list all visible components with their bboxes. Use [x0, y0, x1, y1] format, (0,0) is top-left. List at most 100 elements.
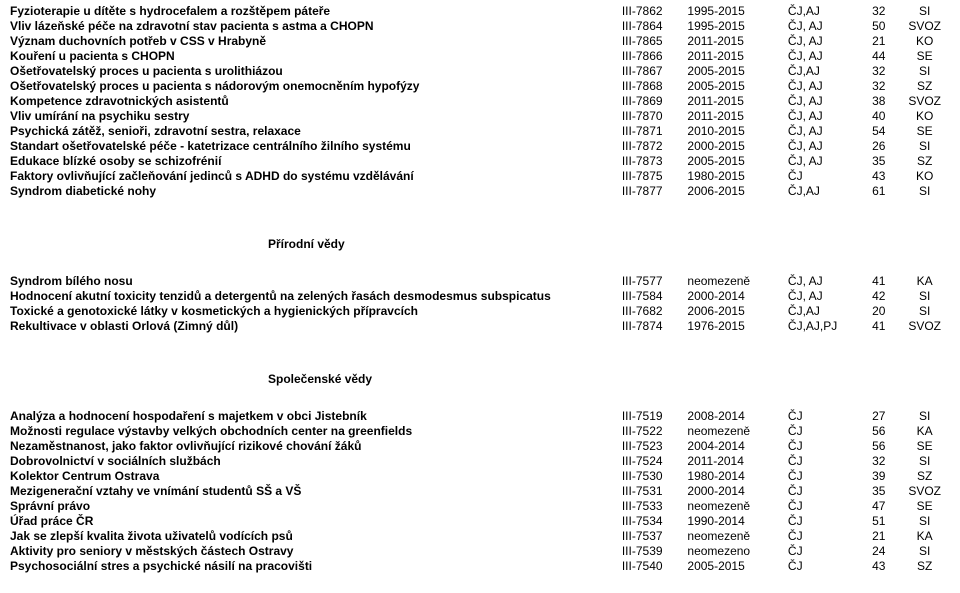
row-years: 2010-2015: [685, 124, 786, 139]
row-years: 2011-2015: [685, 109, 786, 124]
section-title: Přírodní vědy: [8, 233, 952, 256]
row-num: 43: [860, 169, 897, 184]
row-title: Fyzioterapie u dítěte s hydrocefalem a r…: [8, 4, 620, 19]
row-num: 35: [860, 154, 897, 169]
row-years: 2005-2015: [685, 559, 786, 574]
row-tag: SI: [897, 184, 952, 199]
row-tag: SI: [897, 64, 952, 79]
row-who: ČJ: [786, 439, 860, 454]
row-years: 2006-2015: [685, 184, 786, 199]
row-code: III-7875: [620, 169, 686, 184]
section-title: Společenské vědy: [8, 368, 952, 391]
row-tag: SZ: [897, 559, 952, 574]
row-code: III-7862: [620, 4, 686, 19]
row-who: ČJ: [786, 169, 860, 184]
row-num: 56: [860, 439, 897, 454]
row-years: neomezeně: [685, 529, 786, 544]
row-tag: SE: [897, 49, 952, 64]
row-num: 26: [860, 139, 897, 154]
row-who: ČJ, AJ: [786, 139, 860, 154]
row-num: 24: [860, 544, 897, 559]
row-num: 51: [860, 514, 897, 529]
row-tag: KO: [897, 169, 952, 184]
row-code: III-7871: [620, 124, 686, 139]
table-row: Dobrovolnictví v sociálních službáchIII-…: [8, 454, 952, 469]
row-code: III-7530: [620, 469, 686, 484]
row-years: 2000-2015: [685, 139, 786, 154]
table-row: Fyzioterapie u dítěte s hydrocefalem a r…: [8, 4, 952, 19]
row-title: Nezaměstnanost, jako faktor ovlivňující …: [8, 439, 620, 454]
row-tag: SE: [897, 439, 952, 454]
row-num: 35: [860, 484, 897, 499]
row-title: Faktory ovlivňující začleňování jedinců …: [8, 169, 620, 184]
row-title: Kompetence zdravotnických asistentů: [8, 94, 620, 109]
row-code: III-7524: [620, 454, 686, 469]
row-years: 1980-2014: [685, 469, 786, 484]
row-title: Kouření u pacienta s CHOPN: [8, 49, 620, 64]
row-who: ČJ: [786, 424, 860, 439]
row-tag: SZ: [897, 469, 952, 484]
table-row: Analýza a hodnocení hospodaření s majetk…: [8, 409, 952, 424]
row-tag: KO: [897, 109, 952, 124]
section-spacer: [8, 334, 952, 368]
row-code: III-7534: [620, 514, 686, 529]
table-row: Syndrom diabetické nohyIII-78772006-2015…: [8, 184, 952, 199]
row-tag: SI: [897, 409, 952, 424]
row-title: Toxické a genotoxické látky v kosmetický…: [8, 304, 620, 319]
row-years: 2005-2015: [685, 79, 786, 94]
section-spacer: [8, 391, 952, 409]
section-spacer: [8, 256, 952, 274]
row-num: 42: [860, 289, 897, 304]
table-row: Faktory ovlivňující začleňování jedinců …: [8, 169, 952, 184]
table-row: Vliv umírání na psychiku sestryIII-78702…: [8, 109, 952, 124]
table-row: Rekultivace v oblasti Orlová (Zimný důl)…: [8, 319, 952, 334]
row-years: 2000-2014: [685, 289, 786, 304]
table-row: Kouření u pacienta s CHOPNIII-78662011-2…: [8, 49, 952, 64]
row-years: 2011-2015: [685, 94, 786, 109]
row-code: III-7682: [620, 304, 686, 319]
row-title: Správní právo: [8, 499, 620, 514]
row-years: 2005-2015: [685, 64, 786, 79]
row-years: 2004-2014: [685, 439, 786, 454]
row-num: 21: [860, 529, 897, 544]
row-tag: KO: [897, 34, 952, 49]
row-code: III-7869: [620, 94, 686, 109]
row-num: 61: [860, 184, 897, 199]
row-who: ČJ, AJ: [786, 49, 860, 64]
table-row: Ošetřovatelský proces u pacienta s nádor…: [8, 79, 952, 94]
row-years: 2000-2014: [685, 484, 786, 499]
row-code: III-7533: [620, 499, 686, 514]
row-who: ČJ: [786, 469, 860, 484]
table-row: Toxické a genotoxické látky v kosmetický…: [8, 304, 952, 319]
row-years: 2008-2014: [685, 409, 786, 424]
table-row: Správní právoIII-7533neomezeněČJ47SE: [8, 499, 952, 514]
table-row: Význam duchovních potřeb v CSS v Hrabyně…: [8, 34, 952, 49]
row-tag: SI: [897, 4, 952, 19]
row-tag: SVOZ: [897, 19, 952, 34]
row-title: Analýza a hodnocení hospodaření s majetk…: [8, 409, 620, 424]
row-tag: KA: [897, 424, 952, 439]
row-num: 32: [860, 79, 897, 94]
table-row: Standart ošetřovatelské péče - katetriza…: [8, 139, 952, 154]
row-years: neomezeně: [685, 274, 786, 289]
row-tag: SZ: [897, 79, 952, 94]
row-code: III-7877: [620, 184, 686, 199]
row-title: Rekultivace v oblasti Orlová (Zimný důl): [8, 319, 620, 334]
row-who: ČJ, AJ: [786, 289, 860, 304]
row-tag: SI: [897, 139, 952, 154]
table-row: Psychická zátěž, senioři, zdravotní sest…: [8, 124, 952, 139]
table-row: Mezigenerační vztahy ve vnímání studentů…: [8, 484, 952, 499]
row-title: Syndrom diabetické nohy: [8, 184, 620, 199]
row-who: ČJ: [786, 544, 860, 559]
table-row: Nezaměstnanost, jako faktor ovlivňující …: [8, 439, 952, 454]
row-title: Možnosti regulace výstavby velkých obcho…: [8, 424, 620, 439]
row-num: 32: [860, 454, 897, 469]
row-title: Vliv lázeňské péče na zdravotní stav pac…: [8, 19, 620, 34]
row-who: ČJ,AJ: [786, 4, 860, 19]
table-row: Možnosti regulace výstavby velkých obcho…: [8, 424, 952, 439]
row-years: 2011-2015: [685, 34, 786, 49]
row-who: ČJ,AJ: [786, 304, 860, 319]
row-tag: SVOZ: [897, 319, 952, 334]
row-code: III-7874: [620, 319, 686, 334]
row-who: ČJ: [786, 484, 860, 499]
